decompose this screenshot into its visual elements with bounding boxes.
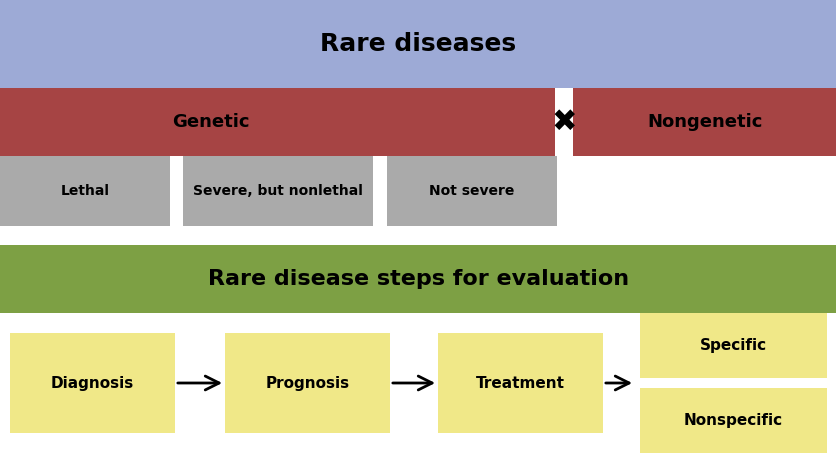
Bar xyxy=(10,333,175,433)
Text: Nongenetic: Nongenetic xyxy=(646,113,762,131)
Bar xyxy=(183,156,373,226)
Text: Lethal: Lethal xyxy=(60,184,110,198)
Bar xyxy=(0,156,170,226)
Bar xyxy=(386,156,556,226)
Text: Not severe: Not severe xyxy=(429,184,514,198)
Text: Severe, but nonlethal: Severe, but nonlethal xyxy=(193,184,363,198)
Bar xyxy=(0,245,836,313)
Text: Rare disease steps for evaluation: Rare disease steps for evaluation xyxy=(207,269,629,289)
Text: ✖: ✖ xyxy=(551,107,576,136)
Bar xyxy=(0,88,554,156)
Text: Specific: Specific xyxy=(699,338,766,353)
Bar xyxy=(225,333,390,433)
Text: Nonspecific: Nonspecific xyxy=(683,413,782,428)
Text: Genetic: Genetic xyxy=(172,113,249,131)
Bar xyxy=(640,388,826,453)
Bar xyxy=(437,333,602,433)
Bar xyxy=(573,88,836,156)
Text: Treatment: Treatment xyxy=(476,376,564,391)
Bar xyxy=(0,0,836,88)
Bar xyxy=(640,313,826,378)
Text: Diagnosis: Diagnosis xyxy=(51,376,134,391)
Text: Prognosis: Prognosis xyxy=(265,376,349,391)
Text: Rare diseases: Rare diseases xyxy=(320,32,516,56)
